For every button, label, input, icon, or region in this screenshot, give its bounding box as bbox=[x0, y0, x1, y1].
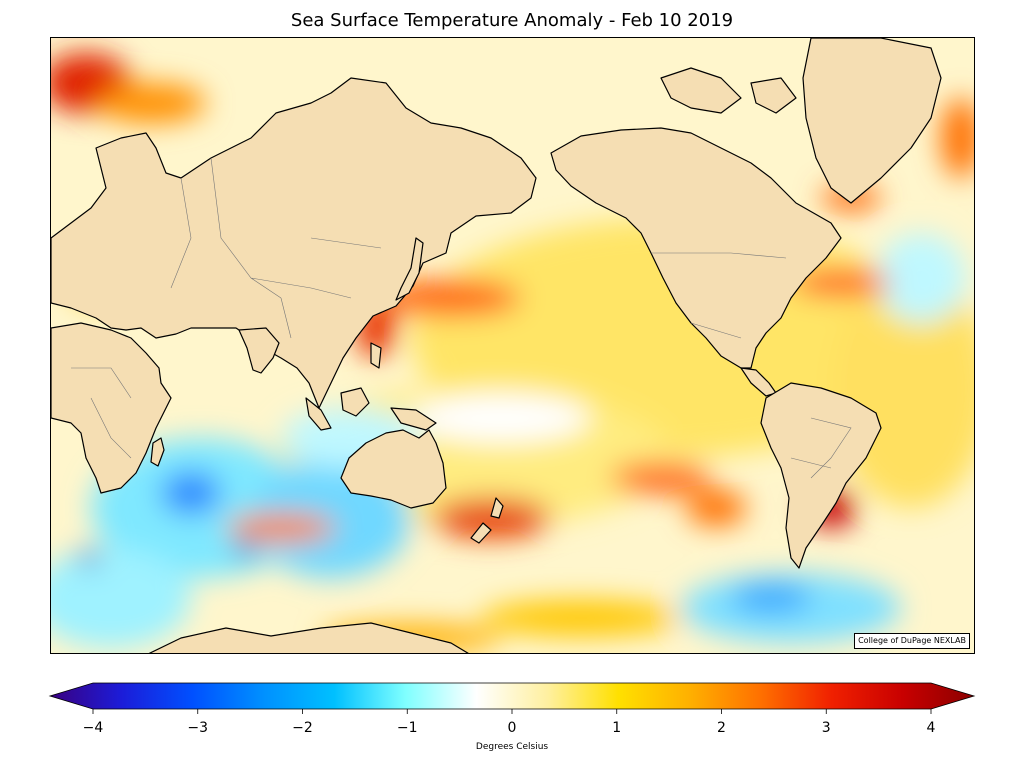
landmass-south-america bbox=[760, 382, 882, 569]
colorbar-tick-label: −2 bbox=[292, 720, 313, 736]
colorbar-tick-label: −4 bbox=[82, 720, 104, 736]
colorbar bbox=[48, 682, 976, 714]
colorbar-tick-label: 3 bbox=[821, 720, 831, 736]
colorbar-tick-label: −3 bbox=[187, 720, 209, 736]
landmass-africa bbox=[51, 322, 172, 494]
landmass-madagascar bbox=[150, 437, 165, 467]
landmass-antarctica bbox=[148, 622, 469, 653]
sst-anomaly-map: College of DuPage NEXLAB bbox=[50, 37, 975, 654]
landmass-arctic-islands bbox=[660, 67, 797, 114]
landmass-new-zealand bbox=[470, 497, 504, 544]
landmass-new-guinea bbox=[390, 407, 437, 431]
landmass-eurasia bbox=[51, 77, 537, 409]
colorbar-label: Degrees Celsius bbox=[475, 742, 549, 752]
colorbar-tick-label: 2 bbox=[717, 720, 726, 736]
landmass-philippines bbox=[370, 342, 382, 369]
colorbar-gradient bbox=[48, 682, 976, 710]
landmass-north-america bbox=[550, 127, 842, 369]
colorbar-tick-label: 0 bbox=[507, 720, 517, 736]
landmass-greenland bbox=[802, 38, 942, 204]
colorbar-ticks bbox=[92, 709, 932, 714]
colorbar-tick-label: 4 bbox=[926, 720, 936, 736]
landmass-india bbox=[238, 327, 280, 374]
country-borders bbox=[71, 157, 852, 479]
land-masses bbox=[51, 38, 942, 653]
colorbar-tick-label: 1 bbox=[612, 720, 622, 736]
landmass-japan bbox=[395, 237, 424, 301]
page-title: Sea Surface Temperature Anomaly - Feb 10… bbox=[290, 10, 734, 31]
landmass-borneo bbox=[340, 387, 370, 417]
landmass-australia bbox=[340, 429, 447, 509]
credit-label: College of DuPage NEXLAB bbox=[854, 633, 970, 649]
landmass-sumatra bbox=[305, 397, 332, 431]
colorbar-tick-label: −1 bbox=[396, 720, 418, 736]
